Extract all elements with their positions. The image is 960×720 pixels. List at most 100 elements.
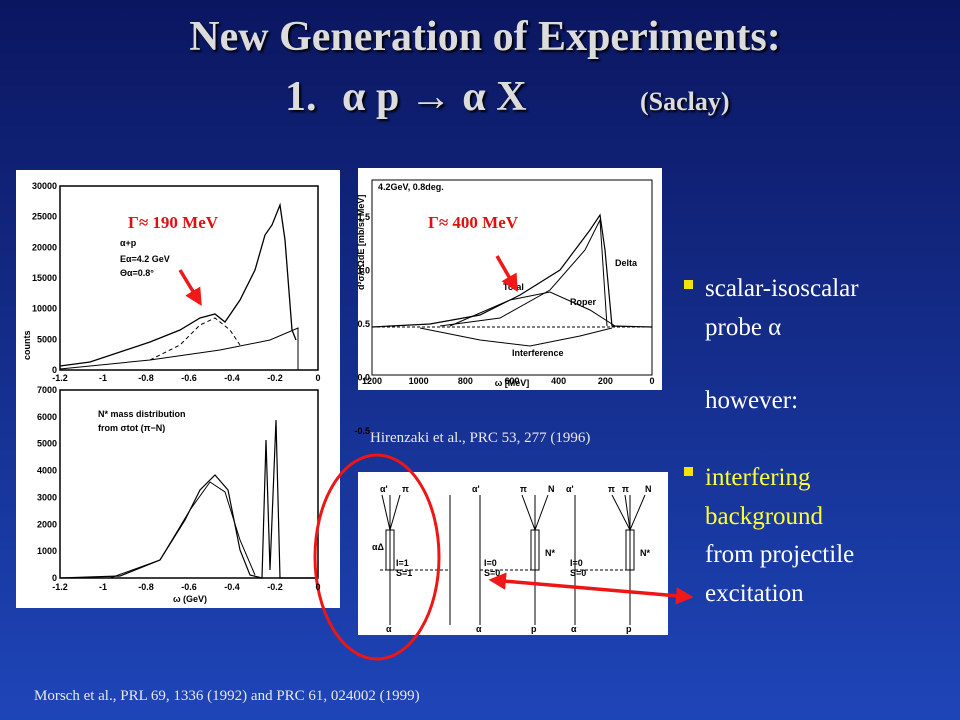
legend: Θα=0.8°: [120, 268, 154, 278]
y-tick-label: 2000: [37, 519, 57, 529]
bullet-highlight: interfering: [705, 464, 811, 491]
diagram-label: S=0: [570, 568, 586, 578]
y-axis-label: d²σ/dΩdE [mb/sr MeV]: [356, 195, 366, 290]
x-tick-label: -0.2: [267, 582, 283, 592]
x-tick-label: 800: [458, 376, 473, 386]
highlight-circle: [313, 453, 441, 661]
y-tick-label: 5000: [37, 334, 57, 344]
x-tick-label: 200: [598, 376, 613, 386]
diagram-label: p: [626, 624, 632, 634]
diagram-label: π: [402, 484, 409, 494]
diagram-label: I=0: [484, 558, 497, 568]
annotation: Γ≈ 400 MeV: [428, 213, 519, 232]
x-tick-label: -1: [99, 582, 107, 592]
x-tick-label: 600: [504, 376, 519, 386]
caption: Morsch et al., PRL 69, 1336 (1992) and P…: [34, 688, 420, 704]
x-tick-label: 1000: [409, 376, 429, 386]
diagram-label: αΔ: [372, 542, 385, 552]
diagram-label: N: [645, 484, 652, 494]
diagram-label: π: [608, 484, 615, 494]
title-reaction: α p → α X: [342, 74, 527, 120]
legend: N* mass distribution: [98, 409, 186, 419]
x-axis-label: ω [MeV]: [495, 378, 530, 388]
y-tick-label: 1.0: [357, 266, 370, 276]
y-tick-label: 0.0: [357, 373, 370, 383]
diagram-label: I=0: [570, 558, 583, 568]
x-tick-label: 0: [315, 373, 320, 383]
y-tick-label: 1.5: [357, 212, 370, 222]
arrow: [178, 269, 202, 306]
x-tick-label: -0.4: [224, 373, 240, 383]
y-tick-label: 0.5: [357, 319, 370, 329]
figure-bottom-right: [358, 472, 668, 635]
bullet-text: probe α: [705, 314, 781, 341]
x-tick-label: 1200: [362, 376, 382, 386]
diagram-label: α: [386, 624, 392, 634]
y-tick-label: 0: [52, 573, 57, 583]
double-arrow: [488, 572, 694, 605]
title: New Generation of Experiments:: [189, 14, 780, 60]
y-tick-label: 4000: [37, 466, 57, 476]
diagram-label: N*: [545, 548, 555, 558]
diagram-label: α: [571, 624, 577, 634]
legend: Eα=4.2 GeV: [120, 254, 170, 264]
x-tick-label: 0: [649, 376, 654, 386]
annotation: Γ≈ 190 MeV: [128, 213, 219, 232]
header: 4.2GeV, 0.8deg.: [378, 182, 444, 192]
plot-top-left: [59, 185, 319, 371]
y-tick-label: 0: [52, 365, 57, 375]
legend: α+p: [120, 238, 137, 248]
curve-label: Roper: [570, 297, 597, 307]
x-tick-label: -0.8: [138, 373, 154, 383]
x-tick-label: -1.2: [52, 582, 68, 592]
diagram-label: N*: [640, 548, 650, 558]
feynman-diagrams: [380, 494, 646, 625]
y-tick-label: 5000: [37, 439, 57, 449]
curve-label: Interference: [512, 348, 564, 358]
diagram-label: π: [520, 484, 527, 494]
y-tick-label: 1000: [37, 546, 57, 556]
x-tick-label: -0.2: [267, 373, 283, 383]
bullet-text: excitation: [705, 580, 804, 607]
title-number: 1.: [285, 74, 317, 120]
curve-label: Delta: [615, 258, 638, 268]
x-tick-label: -1.2: [52, 373, 68, 383]
y-tick-label: 20000: [32, 242, 57, 252]
figure-left: [16, 170, 340, 608]
legend: from σtot (π−N): [98, 423, 165, 433]
y-axis-label: counts: [22, 330, 32, 360]
x-axis-label: ω (GeV): [173, 594, 207, 604]
y-tick-label: 6000: [37, 412, 57, 422]
x-tick-label: -1: [99, 373, 107, 383]
y-tick-label: 7000: [37, 385, 57, 395]
y-tick-label: -0.5: [354, 426, 370, 436]
caption: Hirenzaki et al., PRC 53, 277 (1996): [370, 430, 590, 446]
x-tick-label: -0.4: [224, 582, 240, 592]
title-lab: (Saclay): [640, 87, 730, 116]
x-tick-label: 0: [315, 582, 320, 592]
bullet-text: however:: [705, 387, 798, 414]
diagram-label: p: [531, 624, 537, 634]
y-tick-label: 10000: [32, 304, 57, 314]
bullet-highlight: background: [705, 503, 824, 530]
diagram-label: S=1: [396, 568, 412, 578]
bullet-marker: [684, 467, 693, 476]
diagram-label: N: [548, 484, 555, 494]
bullet-text: from projectile: [705, 541, 854, 568]
y-tick-label: 3000: [37, 492, 57, 502]
x-tick-label: 400: [551, 376, 566, 386]
y-tick-label: 25000: [32, 212, 57, 222]
x-tick-label: -0.8: [138, 582, 154, 592]
diagram-label: α': [380, 484, 388, 494]
y-tick-label: 15000: [32, 273, 57, 283]
plot-bottom-left: [59, 389, 319, 579]
plot-top-right: [371, 179, 653, 376]
diagram-label: S=0: [484, 568, 500, 578]
bullet-marker: [684, 280, 693, 289]
diagram-label: α': [472, 484, 480, 494]
diagram-label: α: [476, 624, 482, 634]
x-tick-label: -0.6: [181, 373, 197, 383]
y-tick-label: 30000: [32, 181, 57, 191]
diagram-label: π: [622, 484, 629, 494]
